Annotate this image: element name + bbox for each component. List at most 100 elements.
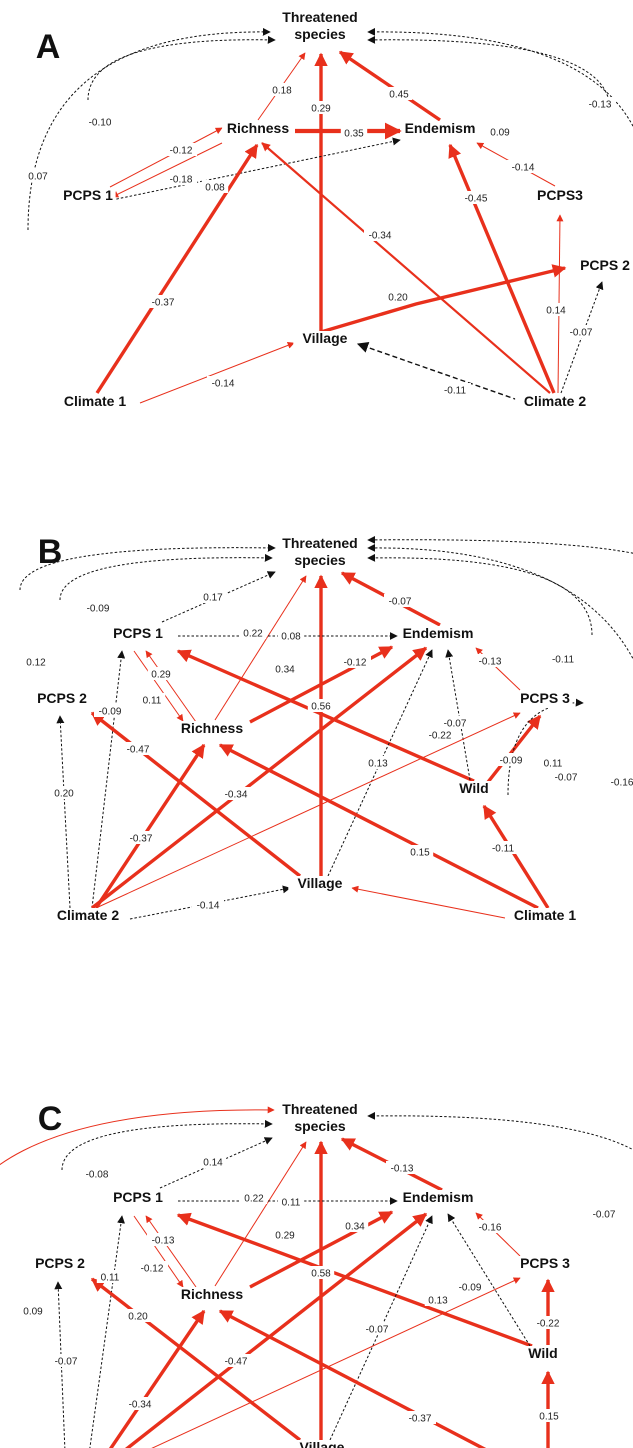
node-village: Village [300,1439,345,1448]
node-village: Village [303,330,348,346]
edge-a-pcps2-to-threatened [367,35,611,111]
coefficient-label-bg [268,83,296,96]
node-endemism: Endemism [403,1189,474,1205]
edge-b-pcps1-to-richness [133,650,184,722]
edge-b-climate2-to-pcps2 [56,715,71,909]
coefficient-label-bg [124,1309,152,1322]
edge-c-climate2-to-pcps1 [89,1215,125,1448]
coefficient-label-bg [220,787,252,800]
node-bg [110,1190,166,1207]
node-bg [402,626,474,643]
coefficient-label: -0.09 [87,604,110,615]
coefficient-label-bg [439,716,471,729]
coefficient-label: -0.11 [552,655,574,666]
coefficient-label-bg [364,228,396,241]
node-threatened-line-1: Threatened [282,9,357,25]
edge-b-village-to-endemism [327,649,433,877]
edge-c-wild-to-endemism [447,1213,531,1347]
coefficient-label: -0.47 [127,745,150,756]
coefficient-label: -0.22 [429,731,452,742]
coefficient-label: 0.22 [243,629,263,640]
coefficient-label-bg [535,1409,563,1422]
coefficient-label: -0.07 [444,719,467,730]
node-bg [176,1287,248,1304]
coefficient-label-bg [138,693,166,706]
coefficient-label-bg [539,756,567,769]
node-pcps1: PCPS 1 [113,1189,163,1205]
node-pcps2: PCPS 2 [37,690,87,706]
node-richness: Richness [181,720,243,736]
edge-c-wild-to-threatened [367,1111,633,1151]
coefficient-label-bg [201,180,229,193]
node-pcps1: PCPS 1 [113,625,163,641]
coefficient-label: 0.11 [544,759,563,770]
coefficient-label-bg [22,655,50,668]
coefficient-label-bg [199,1155,227,1168]
coefficient-label: 0.34 [275,665,295,676]
coefficient-label-bg [307,1266,335,1279]
coefficient-label-bg [136,1261,168,1274]
coefficient-label: -0.14 [212,379,235,390]
node-threatened-line-1: Threatened [282,1101,357,1117]
node-bg [222,121,294,138]
edge-c-climate2-to-pcps3 [151,1277,521,1448]
coefficient-label-bg [439,383,471,396]
coefficient-label: 0.22 [244,1194,264,1205]
coefficient-label: 0.08 [205,183,225,194]
node-bg [176,721,248,738]
panel-letter-b: B [38,533,63,571]
edge-b-pcps2-to-threatened [59,553,273,601]
node-climate1: Climate 1 [514,907,576,923]
coefficient-label: -0.37 [409,1414,432,1425]
edge-a-climate2-to-endemism [448,143,556,394]
node-endemism: Endemism [403,625,474,641]
coefficient-label: 0.34 [345,1222,365,1233]
coefficient-label: -0.10 [89,118,112,129]
coefficient-label: 0.09 [490,128,510,139]
coefficient-label-bg [474,1220,506,1233]
edge-a-village-to-pcps2 [320,264,567,334]
coefficient-labels-layer: -0.10 0.07 0.18 0.29 0.45 0.09 -0.13 -0.12 -0.18… [19,83,633,1425]
edge-b-wild-to-pcps1 [176,649,475,783]
edge-b-climate2-to-endemism [90,646,428,910]
edge-a-climate1-to-richness [95,143,259,394]
node-climate2: Climate 2 [524,393,586,409]
node-bg [60,188,116,205]
coefficient-label-bg [239,626,267,639]
coefficient-label-bg [341,1219,369,1232]
coefficient-label: -0.14 [512,163,535,174]
edge-c-pcps3-to-endemism [475,1212,521,1257]
coefficient-label: -0.08 [86,1170,109,1181]
coefficient-label: -0.18 [170,175,193,186]
node-bg [293,331,357,348]
coefficient-label: -0.34 [129,1400,152,1411]
coefficient-label: -0.07 [593,1210,616,1221]
coefficient-label-bg [50,786,78,799]
coefficient-label: 0.29 [151,670,171,681]
node-bg [577,258,633,275]
coefficient-label: -0.11 [492,844,514,855]
node-bg [517,691,573,708]
edge-a-climate1-to-village [139,342,295,404]
coefficient-label: -0.45 [465,194,488,205]
coefficient-label-bg [364,756,392,769]
edge-b-climate1-to-village [351,885,506,919]
node-bg [288,553,352,570]
edge-a-pcps1-to-richness [109,127,223,188]
coefficient-label: 0.13 [428,1296,448,1307]
edge-c-climate2-to-pcps2 [54,1281,66,1448]
coefficient-label-bg [404,1411,436,1424]
coefficient-label-bg [124,1397,156,1410]
coefficient-label-bg [424,1293,452,1306]
coefficient-label: 0.08 [281,632,301,643]
coefficient-label: -0.07 [389,597,412,608]
node-bg [32,1256,88,1273]
coefficient-label-bg [406,845,434,858]
coefficient-label-bg [165,172,197,185]
coefficient-label: -0.13 [391,1164,414,1175]
edge-b-richness-to-pcps1 [145,650,197,723]
node-threatened-line-2: species [294,552,346,568]
edge-b-climate2-to-pcps1 [91,650,126,909]
